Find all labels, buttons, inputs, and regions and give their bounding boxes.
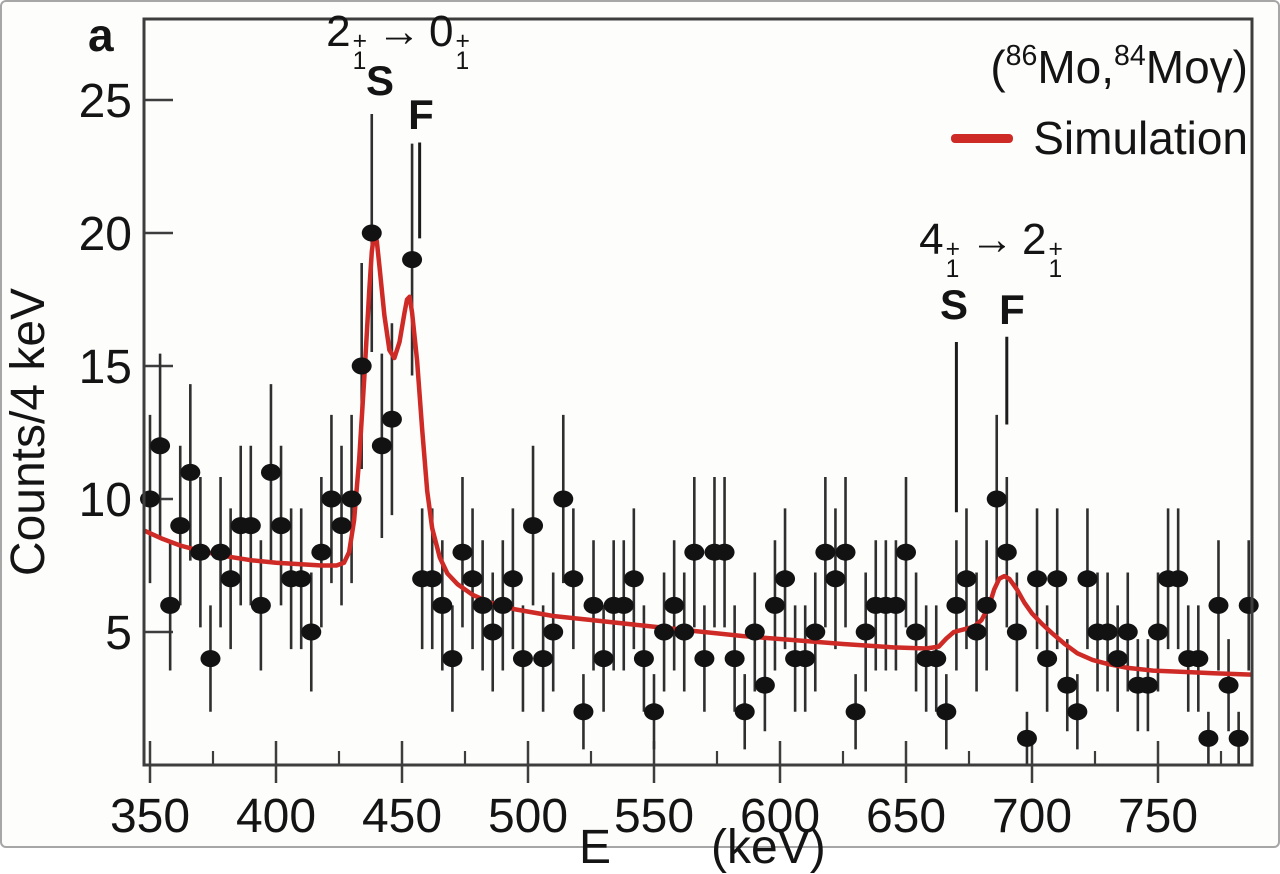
svg-text:500: 500 [488, 790, 568, 843]
svg-text:25: 25 [79, 75, 132, 128]
legend-reaction-label: (86Mo,84Moγ) [951, 40, 1248, 95]
spin-from: 2 [326, 7, 350, 56]
spin-from: 4 [919, 215, 943, 264]
x-axis-label: E(keV) [579, 824, 826, 872]
svg-text:15: 15 [79, 341, 132, 394]
gamma-symbol: γ [1210, 41, 1233, 93]
svg-text:400: 400 [236, 790, 316, 843]
svg-text:450: 450 [362, 790, 442, 843]
legend: (86Mo,84Moγ) Simulation [951, 40, 1248, 166]
arrow-icon: → [970, 215, 1014, 264]
svg-text:5: 5 [105, 607, 132, 660]
mass-number-84: 84 [1114, 40, 1146, 72]
fast-peak-label-4to2: F [999, 289, 1025, 331]
arrow-icon: → [377, 7, 421, 56]
transition-label-2to0: 2+1→0+1 [326, 10, 472, 69]
spin-to-superscript-subscript: +1 [455, 32, 469, 72]
slow-peak-label-2to0: S [366, 60, 394, 102]
y-axis-label: Counts/4 keV [5, 288, 53, 576]
svg-text:20: 20 [79, 208, 132, 261]
spin-from-superscript-subscript: +1 [946, 240, 960, 280]
spin-to: 0 [429, 7, 453, 56]
panel-label: a [88, 12, 114, 58]
svg-text:750: 750 [1118, 790, 1198, 843]
legend-simulation-entry: Simulation [951, 111, 1248, 166]
slow-peak-label-4to2: S [940, 284, 968, 326]
mass-number-86: 86 [1006, 40, 1038, 72]
fast-peak-label-2to0: F [408, 94, 434, 136]
spin-to: 2 [1022, 215, 1046, 264]
svg-text:350: 350 [110, 790, 190, 843]
spin-to-superscript-subscript: +1 [1048, 240, 1062, 280]
svg-text:700: 700 [992, 790, 1072, 843]
simulation-label: Simulation [1033, 111, 1248, 166]
spin-from-superscript-subscript: +1 [353, 32, 367, 72]
svg-text:10: 10 [79, 474, 132, 527]
simulation-line-swatch [951, 134, 1013, 143]
transition-label-4to2: 4+1→2+1 [919, 218, 1065, 277]
svg-text:650: 650 [866, 790, 946, 843]
